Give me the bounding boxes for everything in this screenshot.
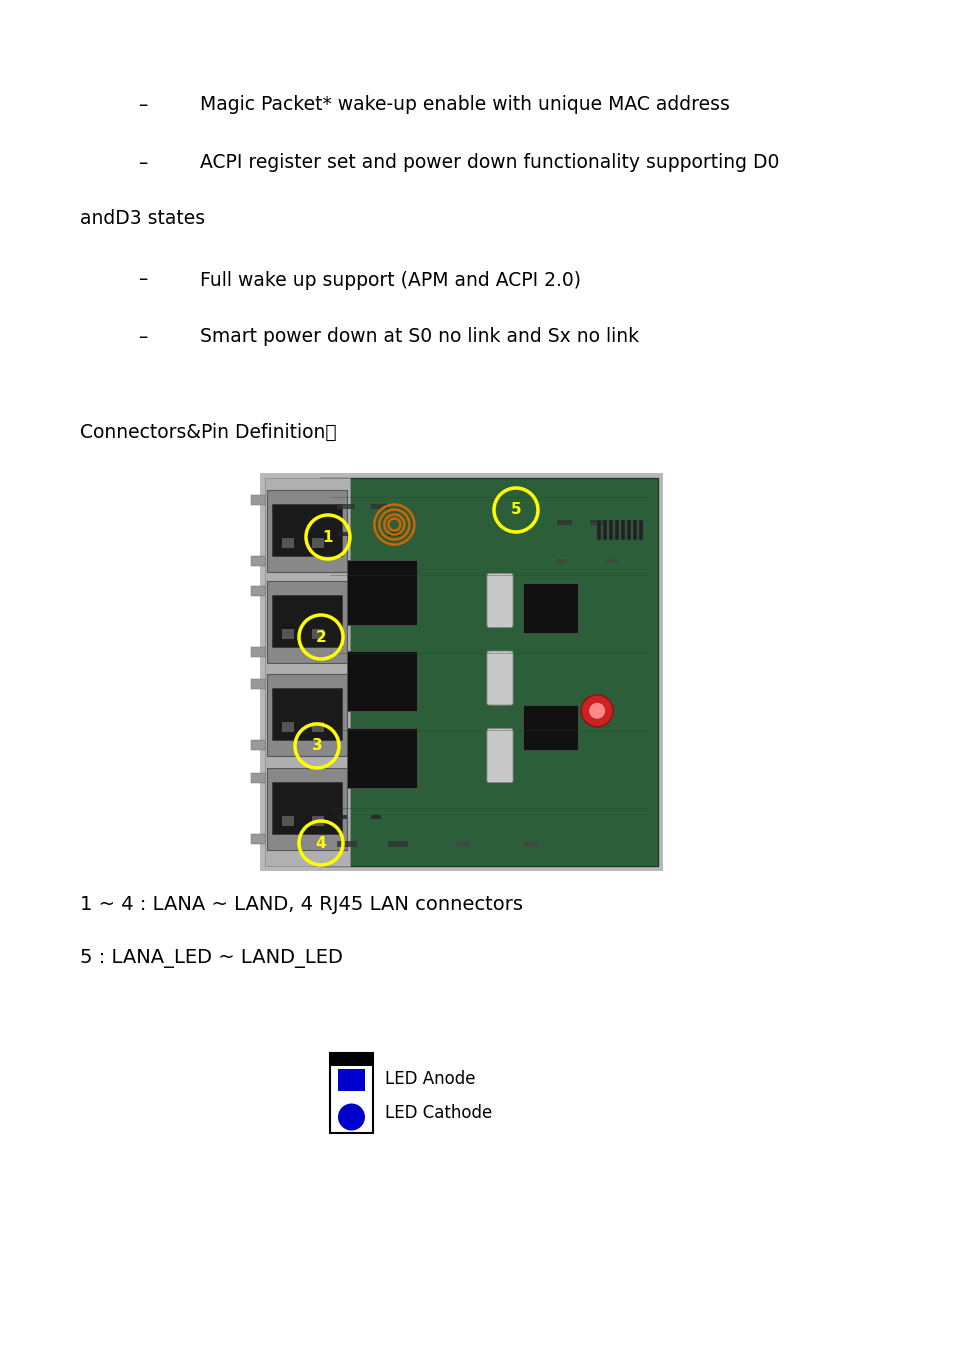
Bar — [251, 740, 265, 751]
Bar — [312, 629, 324, 639]
Text: –: – — [138, 270, 148, 289]
Text: 2: 2 — [315, 629, 326, 644]
FancyBboxPatch shape — [486, 651, 513, 705]
Text: 1: 1 — [322, 529, 333, 544]
Text: Full wake up support (APM and ACPI 2.0): Full wake up support (APM and ACPI 2.0) — [200, 270, 580, 289]
Bar — [267, 490, 347, 572]
Text: 1 ~ 4 : LANA ~ LAND, 4 RJ45 LAN connectors: 1 ~ 4 : LANA ~ LAND, 4 RJ45 LAN connecto… — [80, 895, 522, 914]
Bar — [609, 520, 613, 540]
Bar — [336, 815, 347, 819]
Bar — [347, 651, 416, 711]
Bar — [387, 841, 407, 846]
Bar — [336, 504, 355, 509]
Text: Smart power down at S0 no link and Sx no link: Smart power down at S0 no link and Sx no… — [200, 328, 639, 347]
Bar — [267, 674, 347, 756]
Bar — [267, 580, 347, 663]
Text: 3: 3 — [312, 738, 322, 753]
Bar — [251, 647, 265, 657]
Text: LED Anode: LED Anode — [385, 1071, 475, 1088]
Bar — [347, 560, 416, 625]
Text: ACPI register set and power down functionality supporting D0: ACPI register set and power down functio… — [200, 154, 779, 173]
Bar — [602, 520, 606, 540]
Bar — [251, 774, 265, 783]
Circle shape — [580, 695, 613, 726]
Text: 5 : LANA_LED ~ LAND_LED: 5 : LANA_LED ~ LAND_LED — [80, 949, 342, 968]
Bar — [319, 478, 658, 865]
Bar — [556, 559, 566, 563]
Bar — [272, 688, 341, 740]
Bar — [272, 595, 341, 647]
Bar — [455, 841, 470, 846]
Bar — [615, 520, 618, 540]
Bar — [272, 504, 341, 556]
Bar — [620, 520, 624, 540]
Bar — [251, 834, 265, 844]
Bar — [336, 532, 349, 536]
Text: –: – — [138, 328, 148, 347]
Bar — [265, 478, 350, 865]
Bar — [639, 520, 642, 540]
Circle shape — [337, 1103, 365, 1130]
Bar — [312, 722, 324, 732]
Bar — [251, 679, 265, 688]
Bar — [387, 532, 399, 536]
Bar — [371, 504, 388, 509]
Bar — [522, 583, 578, 633]
Bar — [251, 586, 265, 595]
FancyBboxPatch shape — [486, 729, 513, 783]
Bar — [282, 815, 294, 826]
Text: –: – — [138, 96, 148, 115]
Bar — [590, 520, 605, 525]
Text: Magic Packet* wake-up enable with unique MAC address: Magic Packet* wake-up enable with unique… — [200, 96, 729, 115]
Bar — [282, 629, 294, 639]
Bar — [607, 559, 617, 563]
Bar — [597, 520, 600, 540]
Bar — [330, 1053, 373, 1066]
Text: –: – — [138, 154, 148, 173]
Text: LED Cathode: LED Cathode — [385, 1104, 492, 1122]
Bar — [633, 520, 637, 540]
Bar — [556, 520, 571, 525]
Bar — [347, 729, 416, 788]
FancyBboxPatch shape — [486, 574, 513, 628]
Bar — [337, 1069, 365, 1091]
Bar — [312, 815, 324, 826]
Bar — [312, 539, 324, 548]
Bar — [522, 841, 537, 846]
Text: 4: 4 — [315, 836, 326, 850]
Circle shape — [589, 703, 604, 718]
Bar — [272, 782, 341, 834]
Text: andD3 states: andD3 states — [80, 208, 205, 228]
Bar — [282, 539, 294, 548]
Bar — [330, 1053, 373, 1133]
Bar — [251, 556, 265, 566]
Bar — [260, 472, 662, 871]
Bar — [282, 722, 294, 732]
Bar — [267, 768, 347, 850]
Bar — [522, 705, 578, 749]
Bar — [626, 520, 631, 540]
Text: Connectors&Pin Definition：: Connectors&Pin Definition： — [80, 423, 336, 441]
Bar — [371, 815, 380, 819]
Text: 5: 5 — [510, 502, 520, 517]
Bar — [251, 495, 265, 505]
Bar — [336, 841, 356, 846]
